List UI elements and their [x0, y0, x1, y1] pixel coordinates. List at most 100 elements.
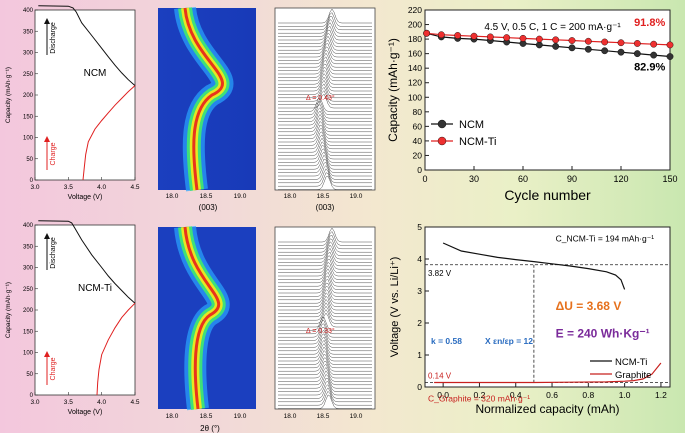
waterfall-trace	[278, 360, 372, 375]
y-axis-label: Voltage (V vs. Li/Li⁺)	[389, 257, 401, 358]
waterfall-trace	[278, 121, 372, 136]
discharge-label: Discharge	[50, 22, 57, 54]
waterfall-trace	[278, 19, 372, 34]
series-line-charge	[82, 85, 136, 181]
x-tick-label: 0.0	[437, 390, 449, 400]
waterfall-trace	[278, 35, 372, 51]
waterfall-trace	[278, 151, 372, 166]
x-tick-label: 18.0	[166, 193, 179, 200]
y-axis-label: Capacity (mAh·g⁻¹)	[386, 38, 400, 142]
waterfall-trace	[278, 97, 372, 112]
ncm-ti-waterfall: Δ = 0.33° 18.0 18.5 19.0	[274, 226, 376, 420]
y-tick-label: 250	[23, 287, 34, 293]
waterfall-trace	[278, 289, 372, 304]
waterfall-trace	[278, 32, 372, 47]
x-tick-label: 150	[662, 174, 677, 184]
y-tick-label: 100	[23, 136, 34, 142]
waterfall-trace	[278, 46, 372, 61]
waterfall-trace	[278, 320, 372, 334]
y-tick-label: 180	[408, 34, 422, 44]
y-tick-label: 160	[408, 49, 422, 59]
x-tick-label: 3.5	[64, 399, 73, 406]
data-point	[633, 40, 641, 47]
waterfall-trace	[278, 154, 372, 170]
ratio-label: X εn/εp = 12	[485, 336, 533, 346]
waterfall-trace	[278, 381, 372, 396]
waterfall-trace	[278, 22, 372, 37]
waterfall-trace	[278, 175, 372, 190]
waterfall-trace	[278, 377, 372, 392]
x-tick-label: 0.8	[582, 390, 594, 400]
discharge-label: Discharge	[50, 237, 57, 269]
ncm-ti-voltage-plot: 3.0 3.5 4.0 4.5 0 50 100 150 200 250 300 350 400 Volt…	[5, 220, 140, 416]
waterfall-trace	[278, 343, 372, 358]
ncm-waterfall: Δ = 0.43° 18.0 18.5 19.0 (003)	[274, 7, 376, 212]
data-point	[552, 42, 560, 50]
waterfall-trace	[278, 66, 372, 81]
plot-area	[34, 224, 136, 396]
waterfall-trace	[278, 394, 372, 409]
x-tick-label: 1.0	[619, 390, 631, 400]
x-tick-label: 4.0	[97, 184, 106, 191]
ncm-ti-heatmap: 18.0 18.5 19.0 2θ (°)	[158, 225, 256, 433]
waterfall-trace	[278, 279, 372, 294]
voltage-label-low: 0.14 V	[428, 372, 452, 381]
y-tick-label: 120	[408, 78, 422, 88]
waterfall-trace	[278, 302, 372, 317]
waterfall-trace	[278, 261, 372, 277]
x-tick-label: 3.5	[64, 184, 73, 191]
waterfall-trace	[278, 292, 372, 307]
waterfall-trace	[278, 326, 372, 341]
ncm-voltage-plot: 3.0 3.5 4.0 4.5 0 50 100 150 200 250 300 350 400 Volt…	[5, 5, 140, 201]
data-point	[486, 33, 494, 41]
energy-label: E = 240 Wh·Kg⁻¹	[556, 326, 650, 340]
waterfall-trace	[278, 235, 372, 249]
ncm-heatmap: 18.0 18.5 19.0 (003)	[158, 6, 256, 212]
waterfall-trace	[278, 162, 372, 177]
data-point	[568, 37, 576, 44]
waterfall-trace	[278, 255, 372, 270]
waterfall-trace	[278, 286, 372, 300]
waterfall-trace	[278, 90, 372, 105]
heatmap-xlabel: 2θ (°)	[200, 424, 220, 433]
y-tick-label: 1	[417, 350, 422, 360]
x-tick-label: 0	[422, 174, 427, 184]
charge-arrow-head	[44, 136, 50, 142]
x-tick-label: 19.0	[350, 413, 363, 420]
waterfall-trace	[278, 12, 372, 27]
plot-area	[34, 9, 136, 181]
capacity-label-graphite: C_Graphite = 320 mAh·g⁻¹	[428, 393, 530, 403]
x-tick-label: 18.5	[200, 413, 213, 420]
waterfall-trace	[278, 387, 372, 402]
waterfall-trace	[278, 158, 372, 173]
waterfall-trace	[278, 124, 372, 139]
y-axis-label: Capacity (mAh·g⁻¹)	[5, 67, 12, 123]
chart-title: 4.5 V, 0.5 C, 1 C = 200 mA·g⁻¹	[484, 22, 621, 33]
sample-label: NCM	[84, 68, 107, 79]
x-tick-label: 3.0	[30, 184, 39, 191]
waterfall-trace	[278, 357, 372, 372]
y-tick-label: 300	[23, 266, 34, 272]
waterfall-trace	[278, 309, 372, 324]
y-tick-label: 200	[408, 20, 422, 30]
legend-label: Graphite	[615, 370, 651, 381]
waterfall-trace	[278, 56, 372, 71]
waterfall-trace	[278, 299, 372, 314]
waterfall-trace	[278, 268, 372, 283]
y-tick-label: 4	[417, 254, 422, 264]
delta-u-label: ΔU = 3.68 V	[556, 299, 622, 313]
waterfall-trace	[278, 346, 372, 362]
legend-marker	[437, 119, 447, 129]
y-tick-label: 0	[30, 393, 34, 399]
waterfall-trace	[278, 231, 372, 246]
waterfall-trace	[278, 172, 372, 187]
y-tick-label: 50	[26, 157, 33, 163]
discharge-arrow-head	[44, 233, 50, 239]
series-line-discharge	[38, 5, 136, 86]
data-point	[519, 34, 527, 42]
y-tick-label: 2	[417, 318, 422, 328]
x-axis-label: Voltage (V)	[68, 409, 103, 416]
x-tick-label: 30	[469, 174, 479, 184]
waterfall-trace	[278, 43, 372, 58]
waterfall-trace	[278, 83, 372, 98]
